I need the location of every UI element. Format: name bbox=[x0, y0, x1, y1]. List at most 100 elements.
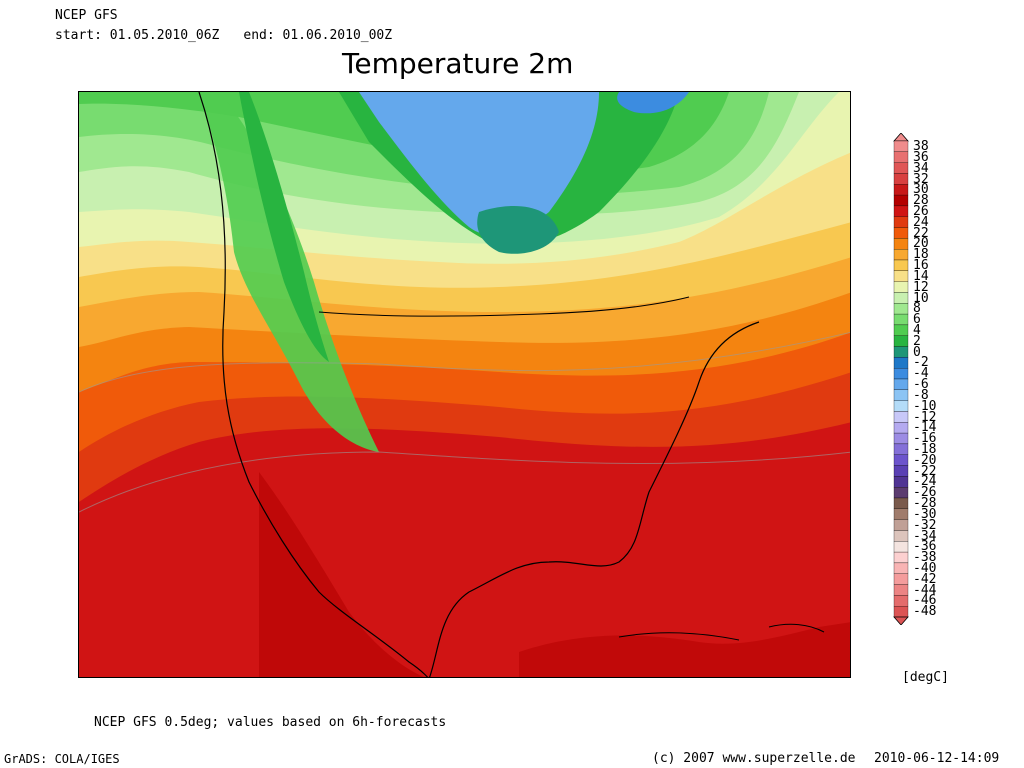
scale-cell bbox=[893, 487, 909, 499]
rockies-core bbox=[239, 92, 329, 362]
scale-cell bbox=[893, 595, 909, 607]
scale-label: 38 bbox=[913, 139, 929, 154]
isotherm-20 bbox=[79, 331, 850, 393]
scale-cell bbox=[893, 519, 909, 531]
scale-cell bbox=[893, 227, 909, 239]
scale-cell bbox=[893, 584, 909, 596]
scale-label: 34 bbox=[913, 160, 929, 176]
temperature-map bbox=[78, 91, 851, 678]
scale-label: -10 bbox=[913, 398, 937, 414]
scale-cell bbox=[893, 465, 909, 477]
scale-cell bbox=[893, 422, 909, 434]
temperature-field bbox=[79, 92, 850, 677]
scale-cell bbox=[893, 335, 909, 347]
cold-core bbox=[359, 92, 599, 236]
hispaniola-outline bbox=[768, 623, 825, 633]
scale-cell bbox=[893, 530, 909, 542]
scale-label: -26 bbox=[913, 485, 937, 501]
grads-credit: GrADS: COLA/IGES bbox=[4, 752, 120, 766]
timestamp: 2010-06-12-14:09 bbox=[874, 751, 1000, 766]
scale-label: -42 bbox=[913, 571, 937, 587]
scale-cell bbox=[893, 162, 909, 174]
hudson-bay-area bbox=[477, 206, 559, 254]
scale-label: -22 bbox=[913, 463, 937, 479]
scale-cell bbox=[893, 606, 909, 618]
scale-label: -48 bbox=[913, 604, 937, 620]
scale-label: 32 bbox=[913, 171, 929, 187]
mexico-hot bbox=[259, 472, 424, 677]
scale-cell bbox=[893, 313, 909, 326]
scale-label: 0 bbox=[913, 344, 921, 360]
scale-cell bbox=[893, 216, 909, 228]
scale-cell bbox=[893, 454, 909, 466]
greenland-cold bbox=[617, 92, 689, 114]
scale-cell bbox=[893, 573, 909, 585]
copyright: (c) 2007 www.superzelle.de bbox=[652, 751, 856, 766]
scale-cell bbox=[893, 292, 909, 304]
scale-label: 22 bbox=[913, 225, 929, 241]
scale-cell bbox=[893, 443, 909, 455]
scale-label: -12 bbox=[913, 409, 937, 425]
scale-label: 14 bbox=[913, 268, 929, 284]
scale-arrow-top bbox=[893, 133, 909, 142]
scale-label: -20 bbox=[913, 452, 937, 468]
gulf-east-coastline bbox=[429, 321, 760, 677]
scale-label: 8 bbox=[913, 301, 921, 317]
scale-cell bbox=[893, 205, 909, 217]
scale-label: -6 bbox=[913, 377, 929, 392]
cuba-outline bbox=[618, 632, 740, 641]
scale-cell bbox=[893, 194, 909, 207]
scale-cell bbox=[893, 324, 909, 336]
scale-cell bbox=[893, 140, 909, 152]
scale-label: 10 bbox=[913, 290, 929, 306]
scale-cell bbox=[893, 497, 909, 509]
scale-cell bbox=[893, 508, 909, 520]
map-title: Temperature 2m bbox=[342, 47, 574, 80]
scale-cell bbox=[893, 432, 909, 445]
west-coastline bbox=[198, 92, 429, 677]
scale-label: -4 bbox=[913, 366, 929, 382]
scale-label: 20 bbox=[913, 236, 929, 252]
scale-cell bbox=[893, 173, 909, 185]
caribbean-hot bbox=[519, 622, 850, 677]
scale-label: -40 bbox=[913, 560, 937, 576]
scale-cell bbox=[893, 389, 909, 401]
scale-cell bbox=[893, 357, 909, 369]
scale-label: -2 bbox=[913, 355, 929, 371]
scale-cell bbox=[893, 259, 909, 271]
scale-label: 2 bbox=[913, 333, 921, 349]
scale-label: -34 bbox=[913, 528, 937, 544]
footnote: NCEP GFS 0.5deg; values based on 6h-fore… bbox=[94, 715, 447, 730]
units-label: [degC] bbox=[902, 670, 949, 685]
scale-label: 24 bbox=[913, 214, 929, 230]
forecast-period: start: 01.05.2010_06Z end: 01.06.2010_00Z bbox=[55, 29, 416, 43]
scale-cell bbox=[893, 476, 909, 488]
scale-cell bbox=[893, 562, 909, 574]
start-time: start: 01.05.2010_06Z bbox=[55, 28, 220, 43]
scale-label: -8 bbox=[913, 387, 929, 403]
scale-cell bbox=[893, 270, 909, 282]
scale-label: -38 bbox=[913, 550, 937, 566]
scale-cell bbox=[893, 249, 909, 261]
scale-label: -16 bbox=[913, 431, 937, 447]
scale-label: -28 bbox=[913, 496, 937, 511]
scale-cell bbox=[893, 303, 909, 315]
end-time: end: 01.06.2010_00Z bbox=[243, 28, 393, 43]
model-name: NCEP GFS bbox=[55, 8, 118, 23]
scale-cell bbox=[893, 184, 909, 196]
scale-label: 26 bbox=[913, 203, 929, 219]
scale-label: 6 bbox=[913, 312, 921, 328]
color-scale-bar bbox=[893, 133, 909, 625]
scale-label: -36 bbox=[913, 539, 937, 555]
scale-label: 36 bbox=[913, 149, 929, 165]
scale-label: -18 bbox=[913, 441, 937, 457]
scale-cell bbox=[893, 368, 909, 380]
scale-cell bbox=[893, 281, 909, 293]
scale-label: -32 bbox=[913, 517, 937, 533]
color-scale-labels: 38 36 34 32 30 28 26 24 22 20 18 16 14 12 10 8 6 4 2 0 -2 -4-… bbox=[913, 140, 973, 620]
scale-cell bbox=[893, 151, 909, 163]
scale-label: -24 bbox=[913, 474, 937, 490]
scale-label: 12 bbox=[913, 279, 929, 295]
scale-label: -30 bbox=[913, 506, 937, 522]
scale-cell bbox=[893, 551, 909, 564]
